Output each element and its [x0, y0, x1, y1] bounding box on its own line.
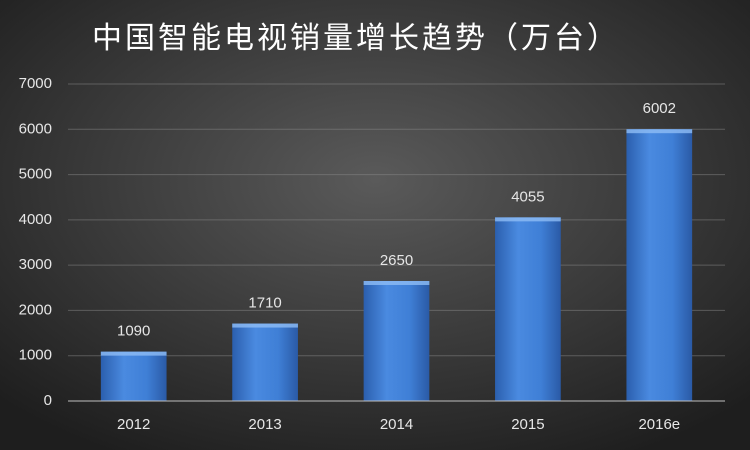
- y-tick-label: 2000: [19, 301, 52, 318]
- bar-top: [626, 129, 693, 134]
- chart-title: 中国智能电视销量增长趋势（万台）: [92, 22, 620, 55]
- x-tick-label: 2014: [380, 416, 413, 433]
- bar: [495, 217, 561, 401]
- bar-top: [100, 351, 167, 356]
- value-label: 6002: [643, 100, 676, 117]
- bar: [363, 280, 430, 401]
- value-label: 1090: [117, 323, 150, 340]
- x-tick-label: 2016e: [638, 416, 680, 433]
- bar: [232, 323, 298, 401]
- bar-top: [232, 323, 298, 328]
- bar: [626, 129, 693, 402]
- y-tick-label: 3000: [19, 256, 52, 273]
- y-tick-label: 0: [44, 392, 52, 409]
- value-label: 2650: [380, 252, 413, 269]
- x-tick-label: 2015: [511, 416, 544, 433]
- y-tick-label: 1000: [19, 347, 52, 364]
- x-tick-label: 2012: [117, 416, 150, 433]
- y-tick-label: 5000: [19, 166, 52, 183]
- y-tick-label: 4000: [19, 211, 52, 228]
- value-label: 1710: [248, 295, 281, 312]
- bar: [100, 351, 167, 401]
- y-tick-label: 6000: [19, 120, 52, 137]
- bar-top: [495, 217, 561, 222]
- y-tick-label: 7000: [19, 75, 52, 92]
- x-tick-label: 2013: [248, 416, 281, 433]
- value-label: 4055: [511, 188, 544, 205]
- bar-top: [363, 280, 430, 285]
